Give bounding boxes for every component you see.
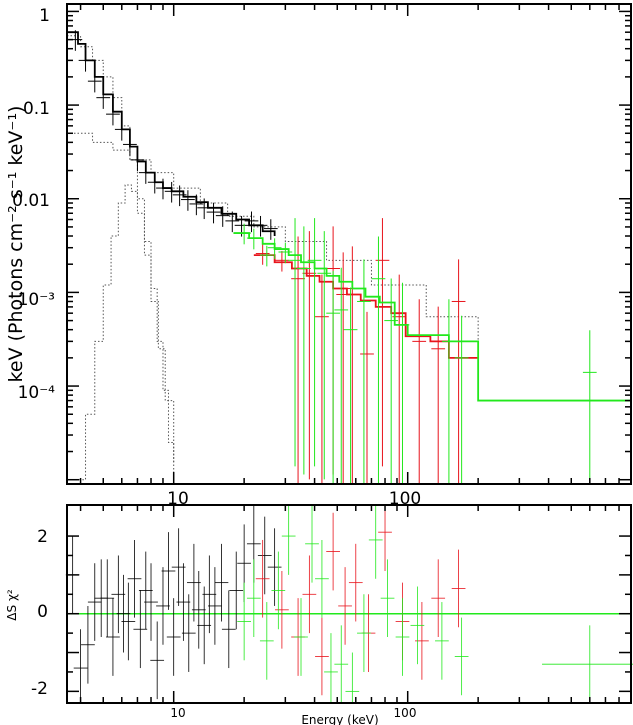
y-tick-label-1e-3: 10⁻³ — [18, 290, 55, 310]
model-component-line-1 — [67, 132, 479, 342]
resid-y-tick-label-0: 0 — [37, 602, 48, 622]
spectrum-plot-area — [67, 30, 631, 484]
black-model-line — [67, 31, 276, 237]
y-tick-label-0.1: 0.1 — [23, 99, 50, 119]
y-tick-label-0.01: 0.01 — [12, 191, 50, 211]
x-axis-title: Energy (keV) — [301, 713, 378, 725]
resid-x-tick-label-100: 100 — [394, 706, 417, 720]
residual-axis-ticks — [67, 505, 632, 703]
y-tick-label-1e-4: 10⁻⁴ — [18, 383, 56, 403]
spectrum-axis-ticks — [67, 4, 632, 484]
resid-x-tick-label-10: 10 — [170, 706, 185, 720]
spectrum-frame — [66, 3, 632, 485]
residual-plot-area — [65, 505, 633, 703]
spectrum-panel: 1 0.1 0.01 10⁻³ 10⁻⁴ 10 100 keV (Photons… — [5, 3, 632, 509]
y-axis-title: keV (Photons cm⁻² s⁻¹ keV⁻¹) — [5, 106, 27, 383]
model-component-line-2 — [75, 184, 175, 481]
red-model-line — [253, 254, 479, 359]
model-component-line-0 — [67, 35, 175, 473]
residual-frame — [66, 504, 632, 704]
green-model-line — [233, 232, 631, 402]
residual-y-axis-title: ΔS χ² — [5, 589, 19, 621]
residual-panel: 2 0 -2 10 100 Energy (keV) ΔS χ² — [5, 504, 633, 725]
resid-y-tick-label-neg2: -2 — [31, 679, 48, 699]
resid-y-tick-label-2: 2 — [37, 527, 48, 547]
y-tick-label-1: 1 — [39, 6, 50, 26]
